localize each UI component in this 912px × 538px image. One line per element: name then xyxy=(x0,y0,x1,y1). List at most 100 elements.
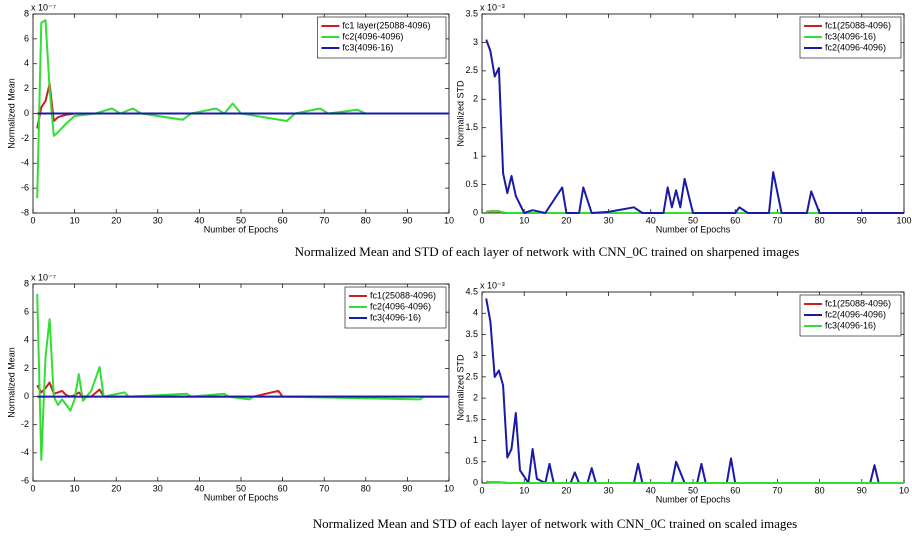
legend-label: fc3(4096-16) xyxy=(825,320,876,330)
y-axis-label: Normalized STD xyxy=(455,80,465,147)
y-tick-label: 2 xyxy=(473,94,478,104)
y-tick-label: 3 xyxy=(473,37,478,47)
y-tick-label: 8 xyxy=(24,8,29,18)
y-tick-label: 0 xyxy=(24,108,29,118)
y-tick-label: -6 xyxy=(21,183,29,193)
y-tick-label: 0 xyxy=(473,207,478,217)
x-tick-label: 80 xyxy=(361,483,371,493)
legend-label: fc1 layer(25088-4096) xyxy=(342,20,430,30)
legend-label: fc1(25088-4096) xyxy=(370,290,436,300)
y-tick-label: 0.5 xyxy=(465,179,478,189)
y-tick-label: -6 xyxy=(21,475,29,485)
legend-label: fc3(4096-16) xyxy=(370,312,421,322)
x-axis-label: Number of Epochs xyxy=(656,224,731,234)
legend-label: fc2(4096-4096) xyxy=(342,31,403,41)
x-tick-label: 10 xyxy=(70,215,80,225)
series-line xyxy=(36,381,449,398)
caption: Normalized Mean and STD of each layer of… xyxy=(295,244,800,259)
x-tick-label: 30 xyxy=(153,215,163,225)
x-axis-label: Number of Epochs xyxy=(656,494,731,504)
x-tick-label: 10 xyxy=(519,215,529,225)
x-tick-label: 10 xyxy=(899,485,909,495)
x-tick-label: 40 xyxy=(194,483,204,493)
x-tick-label: 0 xyxy=(479,485,484,495)
x-tick-label: 50 xyxy=(688,485,698,495)
x-tick-label: 0 xyxy=(479,215,484,225)
y-tick-label: -4 xyxy=(21,447,29,457)
y-tick-label: 3 xyxy=(473,350,478,360)
x-tick-label: 30 xyxy=(604,215,614,225)
caption: Normalized Mean and STD of each layer of… xyxy=(313,516,797,531)
y-tick-label: 0 xyxy=(24,391,29,401)
x-tick-label: 0 xyxy=(30,215,35,225)
y-axis-label: Normalized Mean xyxy=(6,347,16,418)
y-tick-label: 1.5 xyxy=(465,414,478,424)
x-tick-label: 10 xyxy=(70,483,80,493)
x-tick-label: 70 xyxy=(319,483,329,493)
y-tick-label: 6 xyxy=(24,33,29,43)
x-tick-label: 20 xyxy=(111,483,121,493)
y-tick-label: 1.5 xyxy=(465,122,478,132)
y-tick-label: 0 xyxy=(473,477,478,487)
y-tick-label: -4 xyxy=(21,158,29,168)
x-tick-label: 80 xyxy=(361,215,371,225)
x-tick-label: 0 xyxy=(30,483,35,493)
x-tick-label: 60 xyxy=(730,215,740,225)
x-tick-label: 20 xyxy=(561,485,571,495)
y-tick-label: 2.5 xyxy=(465,65,478,75)
y-tick-label: 2 xyxy=(24,83,29,93)
x-tick-label: 10 xyxy=(444,215,454,225)
y-tick-label: 6 xyxy=(24,307,29,317)
x-tick-label: 20 xyxy=(111,215,121,225)
legend-label: fc1(25088-4096) xyxy=(825,298,891,308)
x-tick-label: 30 xyxy=(153,483,163,493)
y-scale-label: x 10⁻⁷ xyxy=(31,272,56,282)
y-scale-label: x 10⁻³ xyxy=(480,280,505,290)
y-tick-label: 4 xyxy=(24,58,29,68)
x-axis-label: Number of Epochs xyxy=(204,492,279,502)
x-tick-label: 50 xyxy=(688,215,698,225)
x-tick-label: 50 xyxy=(236,215,246,225)
series-line xyxy=(486,480,904,484)
legend-label: fc2(4096-4096) xyxy=(825,42,886,52)
x-tick-label: 70 xyxy=(772,215,782,225)
y-tick-label: -2 xyxy=(21,133,29,143)
x-tick-label: 70 xyxy=(772,485,782,495)
x-tick-label: 50 xyxy=(236,483,246,493)
x-tick-label: 30 xyxy=(604,485,614,495)
x-tick-label: 100 xyxy=(896,215,911,225)
y-tick-label: 0.5 xyxy=(465,456,478,466)
x-axis-label: Number of Epochs xyxy=(204,224,279,234)
y-tick-label: 3.5 xyxy=(465,329,478,339)
x-tick-label: 90 xyxy=(402,483,412,493)
legend-label: fc3(4096-16) xyxy=(342,42,393,52)
x-tick-label: 40 xyxy=(646,215,656,225)
x-tick-label: 60 xyxy=(278,483,288,493)
legend-label: fc2(4096-4096) xyxy=(370,301,431,311)
x-tick-label: 60 xyxy=(278,215,288,225)
y-tick-label: 4 xyxy=(473,308,478,318)
y-tick-label: 4 xyxy=(24,335,29,345)
y-tick-label: 1 xyxy=(473,435,478,445)
x-tick-label: 20 xyxy=(561,215,571,225)
legend-label: fc1(25088-4096) xyxy=(825,20,891,30)
y-tick-label: 2 xyxy=(473,392,478,402)
x-tick-label: 60 xyxy=(730,485,740,495)
x-tick-label: 90 xyxy=(402,215,412,225)
y-scale-label: x 10⁻³ xyxy=(480,2,505,12)
y-axis-label: Normalized STD xyxy=(455,354,465,421)
y-tick-label: 2.5 xyxy=(465,371,478,381)
x-tick-label: 10 xyxy=(444,483,454,493)
y-tick-label: 3.5 xyxy=(465,8,478,18)
y-tick-label: 2 xyxy=(24,363,29,373)
y-tick-label: -8 xyxy=(21,207,29,217)
y-scale-label: x 10⁻⁷ xyxy=(31,2,56,12)
series-line xyxy=(36,19,449,199)
x-tick-label: 80 xyxy=(815,215,825,225)
x-tick-label: 80 xyxy=(815,485,825,495)
legend-label: fc3(4096-16) xyxy=(825,31,876,41)
y-axis-label: Normalized Mean xyxy=(6,78,16,149)
x-tick-label: 40 xyxy=(194,215,204,225)
legend-label: fc2(4096-4096) xyxy=(825,309,886,319)
